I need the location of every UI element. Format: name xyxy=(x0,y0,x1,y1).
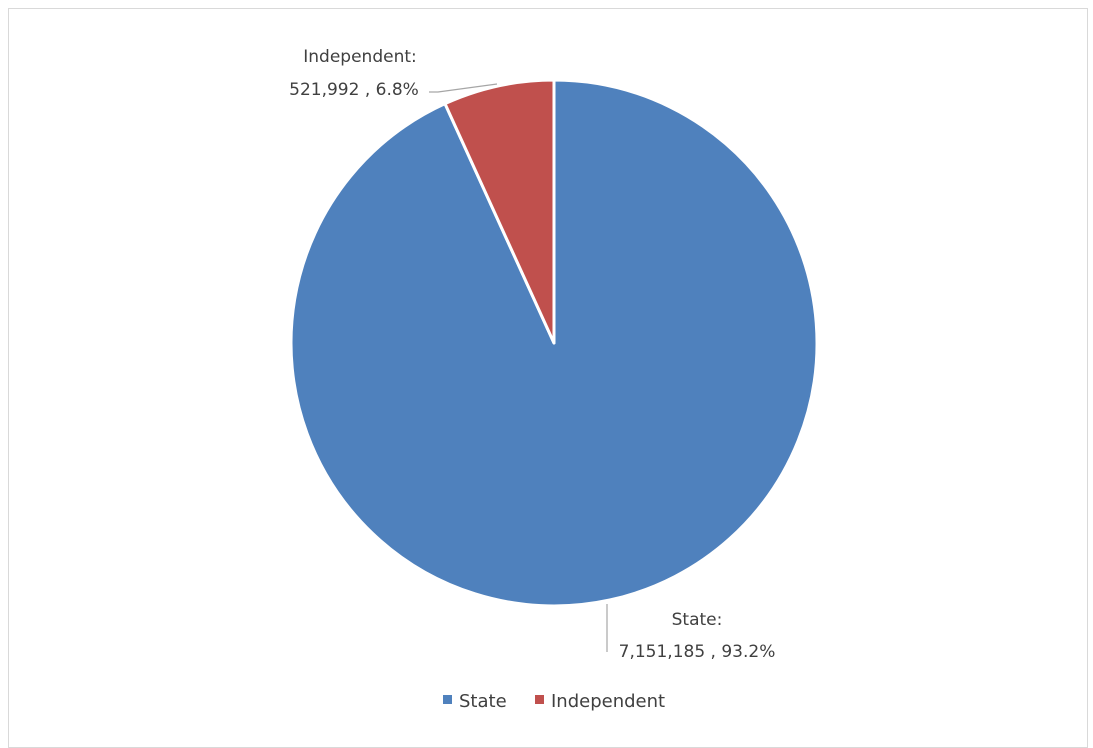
legend-swatch-state xyxy=(443,695,452,704)
legend-item-independent[interactable]: Independent xyxy=(535,691,665,712)
data-label-state-value: 7,151,185 , 93.2% xyxy=(619,642,776,662)
data-label-state: State: 7,151,185 , 93.2% xyxy=(619,610,776,662)
pie-slice-independent[interactable] xyxy=(443,78,556,345)
legend-label-state: State xyxy=(459,691,507,712)
legend-swatch-independent xyxy=(535,695,544,704)
data-label-independent: Independent: 521,992 , 6.8% xyxy=(289,47,419,100)
data-label-independent-name: Independent: xyxy=(303,47,416,67)
data-label-independent-value: 521,992 , 6.8% xyxy=(289,80,419,100)
leader-line-independent xyxy=(429,83,498,93)
legend: State Independent xyxy=(443,691,665,712)
legend-label-independent: Independent xyxy=(551,691,665,712)
legend-item-state[interactable]: State xyxy=(443,691,507,712)
data-label-state-name: State: xyxy=(672,610,723,630)
pie-chart: Independent: 521,992 , 6.8% State: 7,151… xyxy=(289,47,819,712)
pie-slices xyxy=(289,78,819,608)
leader-lines xyxy=(429,83,608,652)
